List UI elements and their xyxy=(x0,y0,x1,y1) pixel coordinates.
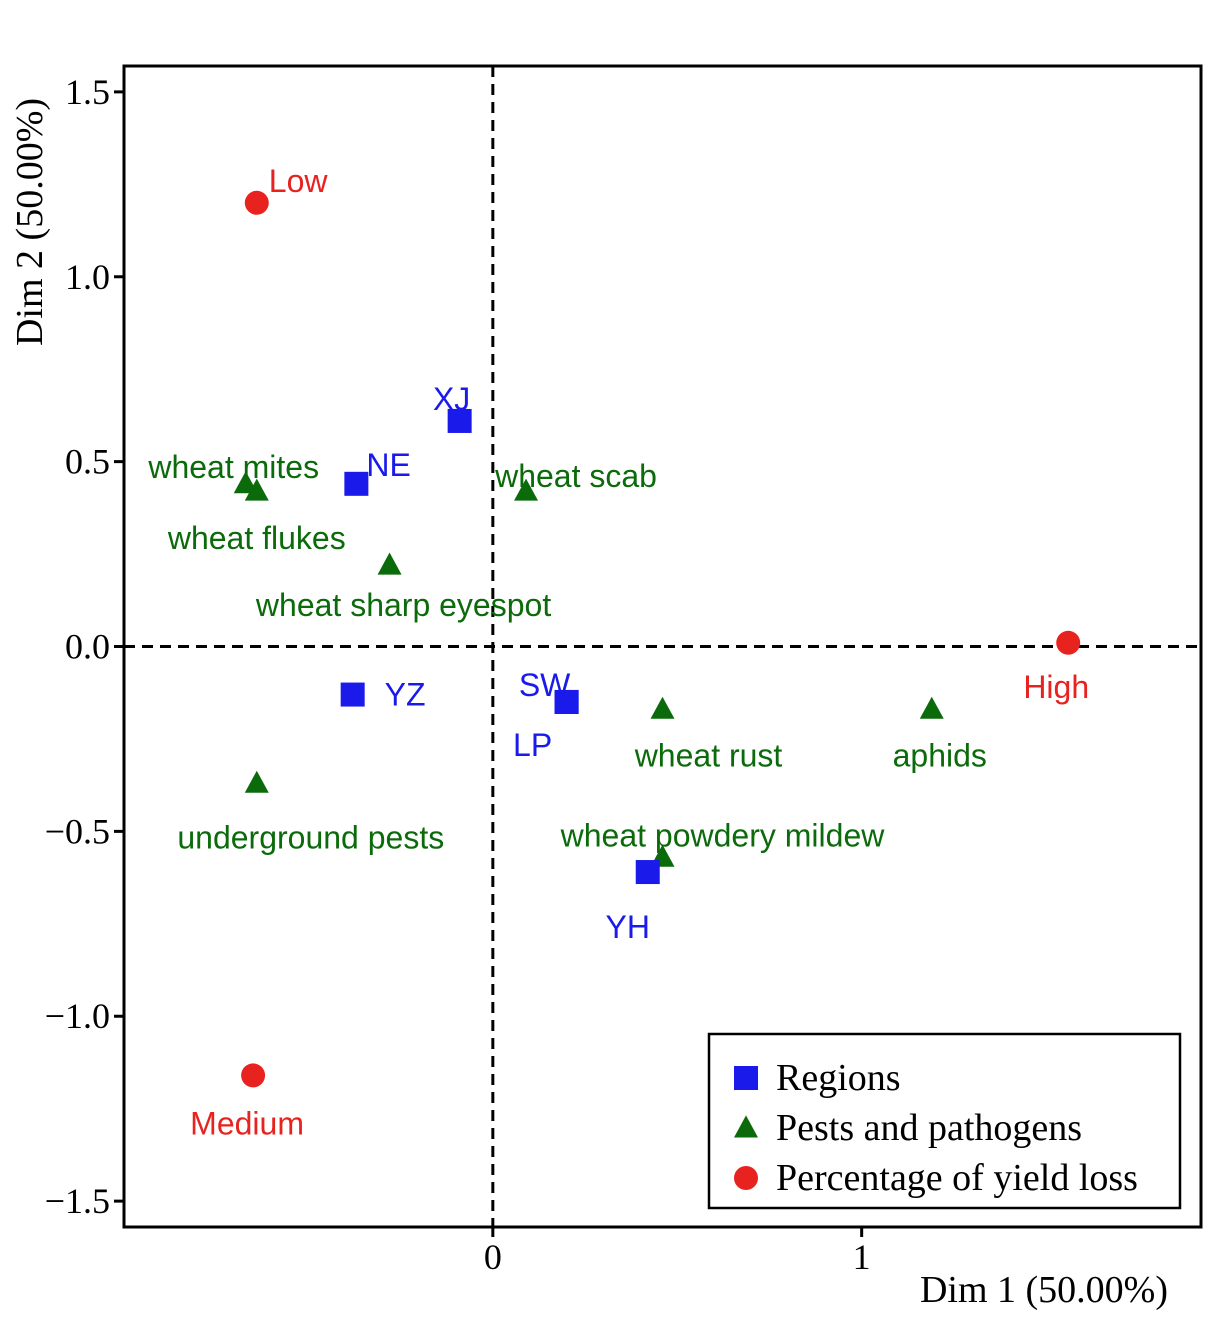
label-yz: YZ xyxy=(385,677,426,713)
marker-high xyxy=(1056,630,1081,655)
marker-wheat-mites xyxy=(233,471,258,494)
label-wheat-rust: wheat rust xyxy=(634,737,783,773)
legend-circle-icon xyxy=(734,1166,758,1190)
axis-ticks: 1.5 1.0 0.5 0.0 −0.5 −1.0 −1.5 0 1 xyxy=(45,72,871,1277)
point-labels: wheat mites wheat flukes wheat scab wheat s… xyxy=(147,163,1089,1142)
label-wheat-powdery-mildew: wheat powdery mildew xyxy=(560,817,886,853)
y-tick-label: −1.5 xyxy=(45,1181,110,1221)
legend-box xyxy=(707,1032,1182,1210)
marker-ne xyxy=(344,471,369,496)
marker-wheat-rust xyxy=(650,696,675,719)
marker-wheat-flukes xyxy=(244,478,269,501)
label-ne: NE xyxy=(366,447,410,483)
marker-xj xyxy=(447,408,472,433)
x-tick-label: 1 xyxy=(853,1237,871,1277)
x-tick-label: 0 xyxy=(484,1237,502,1277)
legend-label-regions: Regions xyxy=(776,1057,901,1099)
label-wheat-flukes: wheat flukes xyxy=(167,520,346,556)
data-markers xyxy=(233,190,1081,1088)
marker-yh xyxy=(635,860,660,885)
label-xj: XJ xyxy=(433,381,470,417)
legend: Regions Pests and pathogens Percentage of … xyxy=(707,1032,1182,1210)
y-tick-label: 0.0 xyxy=(65,627,110,667)
legend-triangle-icon xyxy=(734,1115,758,1138)
label-wheat-scab: wheat scab xyxy=(494,458,657,494)
label-low: Low xyxy=(269,163,329,199)
label-underground-pests: underground pests xyxy=(177,819,444,855)
legend-label-pests-and-pathogens: Pests and pathogens xyxy=(776,1107,1082,1149)
label-high: High xyxy=(1023,669,1089,705)
marker-wheat-scab xyxy=(514,478,539,501)
y-tick-label: 0.5 xyxy=(65,442,110,482)
marker-lp xyxy=(554,689,579,714)
y-tick-label: −0.5 xyxy=(45,811,110,851)
legend-label-percentage-of-yield-loss: Percentage of yield loss xyxy=(776,1157,1138,1199)
reference-lines xyxy=(124,66,1201,1227)
legend-square-icon xyxy=(734,1066,758,1090)
marker-underground-pests xyxy=(244,770,269,793)
y-tick-label: −1.0 xyxy=(45,996,110,1036)
marker-yz xyxy=(340,682,365,707)
marker-wheat-sharp-eyespot xyxy=(377,552,402,575)
label-medium: Medium xyxy=(190,1105,304,1141)
label-lp: LP xyxy=(513,727,552,763)
y-tick-label: 1.5 xyxy=(65,72,110,112)
marker-medium xyxy=(241,1063,266,1088)
label-sw: SW xyxy=(519,667,571,703)
label-wheat-sharp-eyespot: wheat sharp eyespot xyxy=(255,587,551,623)
x-axis-title: Dim 1 (50.00%) xyxy=(920,1269,1168,1311)
y-tick-label: 1.0 xyxy=(65,257,110,297)
y-axis-title: Dim 2 (50.00%) xyxy=(9,98,51,346)
label-wheat-mites: wheat mites xyxy=(147,449,319,485)
label-aphids: aphids xyxy=(893,737,987,773)
marker-aphids xyxy=(919,696,944,719)
label-yh: YH xyxy=(606,909,650,945)
marker-low xyxy=(244,190,269,215)
